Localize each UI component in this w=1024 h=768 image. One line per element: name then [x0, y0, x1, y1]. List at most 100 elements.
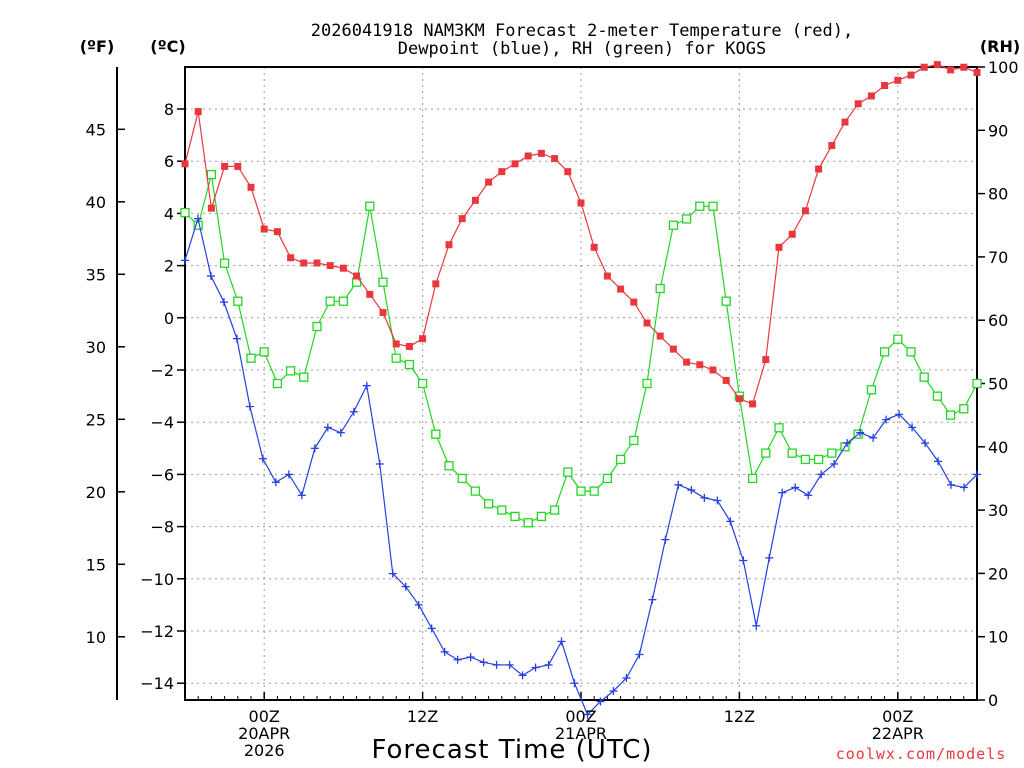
dewpoint-point	[687, 486, 696, 495]
dewpoint-point	[661, 535, 670, 544]
dewpoint-point	[193, 214, 202, 223]
temperature-point	[247, 183, 255, 191]
celsius-tick-label: 0	[164, 309, 174, 328]
dewpoint-point	[817, 470, 826, 479]
rh-point	[259, 347, 269, 357]
temperature-point	[933, 61, 941, 69]
rh-point	[747, 473, 758, 484]
rh-point	[629, 435, 639, 446]
fahrenheit-tick-label: 10	[86, 628, 106, 647]
fahrenheit-tick-label: 25	[86, 410, 106, 429]
temperature-point	[221, 162, 229, 170]
temperature-point	[696, 361, 704, 369]
rh-point	[668, 220, 679, 230]
temperature-point	[973, 68, 981, 76]
temperature-point	[947, 66, 955, 74]
rh-point	[523, 518, 533, 528]
temperature-point	[181, 160, 189, 168]
dewpoint-point	[388, 569, 397, 578]
rh-tick-label: 50	[988, 375, 1008, 394]
x-tick-label: 20APR	[238, 724, 290, 743]
dewpoint-point	[479, 658, 488, 667]
temperature-point	[617, 285, 625, 293]
x-tick-label: 2026	[244, 741, 285, 760]
dewpoint-point	[401, 582, 410, 591]
celsius-tick-label: 2	[164, 257, 174, 276]
dewpoint-point	[830, 459, 839, 468]
dewpoint-point	[609, 687, 618, 696]
rh-point	[827, 448, 837, 458]
data-series	[180, 61, 982, 719]
rh-point	[497, 505, 507, 515]
rh-tick-label: 0	[988, 691, 998, 710]
dewpoint-point	[284, 470, 293, 479]
temperature-point	[234, 162, 242, 170]
dewpoint-point	[271, 478, 280, 487]
dewpoint-point	[245, 402, 254, 411]
rh-point	[879, 347, 890, 357]
rh-point	[536, 511, 547, 522]
temperature-point	[471, 196, 479, 204]
x-tick-label: 22APR	[872, 724, 924, 743]
fahrenheit-tick-label: 20	[86, 483, 106, 502]
rh-point	[615, 454, 626, 465]
dewpoint-point	[869, 433, 878, 442]
dewpoint-point	[258, 454, 267, 463]
x-tick-label: 12Z	[724, 707, 755, 726]
temperature-point	[749, 400, 757, 408]
dewpoint-point	[674, 480, 683, 489]
rh-point	[272, 378, 283, 389]
dewpoint-point	[349, 407, 358, 416]
temperature-point	[537, 149, 545, 157]
temperature-point	[326, 262, 334, 270]
dewpoint-point	[570, 679, 579, 688]
temperature-point	[762, 356, 770, 364]
dewpoint-point	[181, 256, 189, 265]
dewpoint-point	[856, 428, 865, 437]
temperature-point	[366, 290, 374, 298]
rh-point	[695, 201, 705, 211]
dewpoint-point	[739, 556, 748, 565]
rh-point	[470, 486, 481, 496]
temperature-point	[511, 160, 519, 168]
temperature-point	[287, 254, 295, 262]
temperature-point	[815, 165, 823, 173]
temperature-point	[577, 199, 585, 207]
rh-tick-label: 70	[988, 248, 1008, 267]
temperature-point	[735, 395, 743, 403]
rh-point	[391, 353, 401, 363]
dewpoint-point	[947, 480, 956, 489]
rh-point	[866, 385, 877, 395]
rh-tick-label: 100	[988, 58, 1019, 77]
chart-title: 2026041918 NAM3KM Forecast 2-meter Tempe…	[311, 21, 853, 41]
dewpoint-point	[427, 624, 436, 633]
celsius-axis-unit: (ºC)	[150, 37, 185, 56]
dewpoint-point	[622, 673, 631, 682]
temperature-point	[656, 332, 664, 340]
rh-tick-label: 40	[988, 438, 1008, 457]
fahrenheit-tick-label: 30	[86, 338, 106, 357]
dewpoint-point	[505, 660, 514, 669]
dewpoint-point	[531, 663, 540, 672]
fahrenheit-tick-label: 15	[86, 555, 106, 574]
rh-point	[761, 448, 771, 458]
chart-subtitle: Dewpoint (blue), RH (green) for KOGS	[398, 39, 766, 59]
dewpoint-point	[804, 491, 813, 500]
temperature-point	[313, 259, 321, 267]
rh-point	[483, 499, 494, 509]
rh-point	[642, 378, 652, 389]
rh-point	[945, 410, 956, 420]
temperature-point	[194, 108, 202, 116]
temperature-point	[907, 71, 915, 79]
dewpoint-point	[778, 488, 787, 497]
dewpoint-line	[184, 216, 978, 716]
temperature-point	[339, 264, 347, 272]
site-credit: coolwx.com/models	[836, 745, 1007, 763]
dewpoint-point	[557, 637, 566, 646]
temperature-point	[960, 63, 968, 71]
rh-axis-unit: (RH)	[980, 37, 1020, 56]
rh-point	[813, 454, 824, 465]
rh-point	[787, 448, 797, 458]
celsius-tick-label: −12	[140, 622, 174, 641]
